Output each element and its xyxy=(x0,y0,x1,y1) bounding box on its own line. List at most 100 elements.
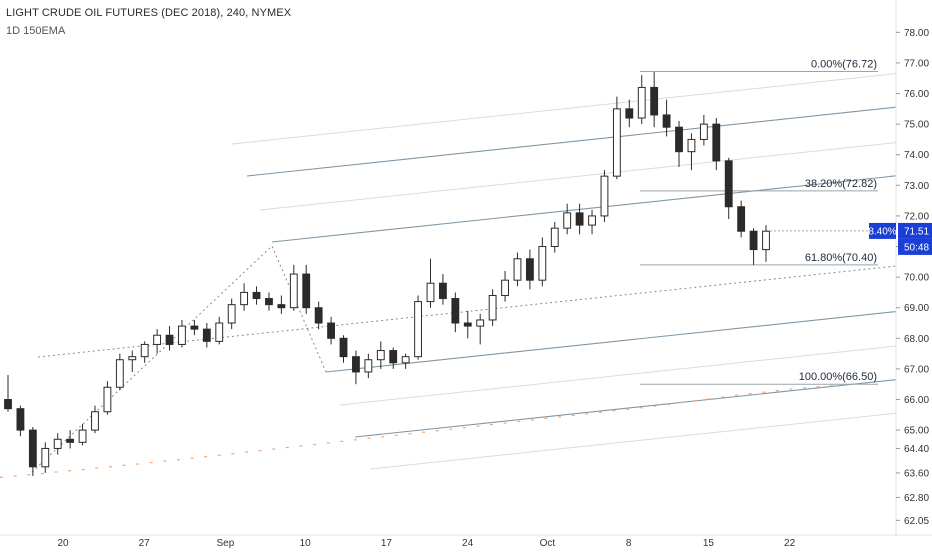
ema-point xyxy=(136,463,140,465)
ema-point xyxy=(272,448,276,450)
candle-body xyxy=(488,294,497,321)
candle-body xyxy=(53,438,62,449)
ema-point xyxy=(245,451,249,453)
fib-level-label: 0.00%(76.72) xyxy=(811,59,877,71)
candle xyxy=(78,423,87,446)
candle xyxy=(66,430,75,449)
candle xyxy=(588,209,596,235)
y-axis-tick-label: 76.00 xyxy=(904,89,929,100)
candle-body xyxy=(289,273,298,309)
ema-point xyxy=(490,423,494,426)
x-axis-tick-label: 15 xyxy=(703,538,715,549)
candle xyxy=(115,353,124,391)
ema-point xyxy=(190,457,194,459)
x-axis-tick-label: Oct xyxy=(540,538,556,549)
candle xyxy=(128,350,137,372)
candle-body xyxy=(215,322,224,342)
x-axis-tick-label: 24 xyxy=(462,538,474,549)
candle xyxy=(289,264,298,311)
change-tag xyxy=(869,222,896,239)
candle xyxy=(749,228,758,265)
candle xyxy=(401,353,410,369)
x-axis-tick-label: Sep xyxy=(217,538,235,549)
candle xyxy=(525,249,534,290)
candle xyxy=(352,350,360,385)
candle-body xyxy=(227,304,236,324)
y-axis-tick-label: 63.60 xyxy=(904,468,929,479)
candle xyxy=(364,353,373,379)
candle xyxy=(314,301,323,330)
ema-point xyxy=(299,445,303,447)
candle-body xyxy=(563,212,572,229)
candle-body xyxy=(178,325,186,345)
candle xyxy=(501,271,509,302)
candle xyxy=(737,200,746,238)
ema-point xyxy=(27,474,31,476)
ema-point xyxy=(748,393,752,395)
candle-body xyxy=(78,429,87,443)
ema-point xyxy=(639,407,643,409)
channel-bottom-line xyxy=(354,379,897,438)
candle-body xyxy=(687,138,696,153)
ema-point xyxy=(163,460,167,462)
ema-point xyxy=(694,400,698,402)
candle xyxy=(687,133,696,171)
channel-faint-line xyxy=(369,412,897,470)
candle-body xyxy=(625,108,634,119)
candle-body xyxy=(724,160,733,208)
countdown-label: 50:48 xyxy=(904,242,929,253)
candle xyxy=(103,381,112,415)
x-axis-tick-label: 8 xyxy=(626,538,632,549)
candle-body xyxy=(190,325,199,330)
x-axis-tick-label: 27 xyxy=(139,538,151,549)
candle-body xyxy=(352,356,360,373)
ema-point xyxy=(54,471,58,473)
last-price-tag xyxy=(898,222,932,239)
y-axis-tick-label: 62.05 xyxy=(904,516,929,527)
y-axis-tick-label: 73.00 xyxy=(904,181,929,192)
ema-point xyxy=(258,449,262,452)
ema-point xyxy=(326,442,330,444)
ema-point xyxy=(408,433,412,435)
ema-point xyxy=(816,386,820,388)
chart-legend: LIGHT CRUDE OIL FUTURES (DEC 2018), 240,… xyxy=(6,7,291,37)
ema-point xyxy=(40,472,44,475)
last-price-label: 71.51 xyxy=(904,226,929,237)
ema-point xyxy=(13,475,17,477)
ema-point xyxy=(544,417,548,420)
ema-point xyxy=(626,408,630,410)
candle xyxy=(265,292,273,311)
channel-faint-line xyxy=(259,142,897,211)
candle-body xyxy=(737,206,746,232)
candle xyxy=(488,289,497,327)
candle xyxy=(451,292,460,333)
candle xyxy=(327,316,335,345)
channel-lower-line xyxy=(325,311,897,373)
candle-body xyxy=(463,322,472,327)
fib-level-label: 100.00%(66.50) xyxy=(799,371,877,383)
candle xyxy=(439,274,447,305)
x-axis-tick-label: 17 xyxy=(381,538,393,549)
ema-point xyxy=(762,391,766,393)
candle-body xyxy=(439,282,447,300)
ema-point xyxy=(517,420,521,423)
fib-level-label: 38.20%(72.82) xyxy=(805,178,877,190)
candle-body xyxy=(712,123,721,162)
candle xyxy=(202,323,211,348)
ema-point xyxy=(449,428,453,430)
candle-body xyxy=(426,282,435,303)
candle-body xyxy=(302,273,311,309)
channel-middle-line xyxy=(271,175,897,243)
candle-body xyxy=(762,230,770,251)
candle xyxy=(53,433,62,455)
candle-body xyxy=(91,411,99,431)
ema-point xyxy=(530,419,534,421)
x-axis-tick-label: 20 xyxy=(57,538,69,549)
x-axis-tick-label: 10 xyxy=(300,538,312,549)
candle-body xyxy=(265,298,273,306)
ema-point xyxy=(367,437,371,439)
ema-point xyxy=(435,430,439,432)
y-axis-tick-label: 78.00 xyxy=(904,28,929,39)
